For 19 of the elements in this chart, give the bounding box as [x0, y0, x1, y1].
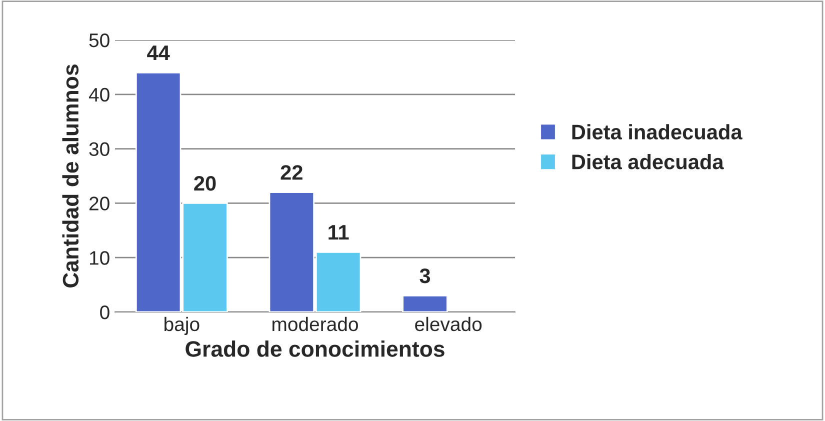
x-tick-label: bajo — [164, 316, 200, 335]
data-label: 3 — [420, 268, 430, 284]
x-tick-label: elevado — [415, 316, 482, 332]
y-tick-label: 30 — [89, 142, 110, 156]
data-label: 44 — [147, 46, 170, 60]
y-tick-label: 20 — [89, 196, 110, 210]
y-tick-label: 10 — [90, 251, 110, 265]
x-axis-title: Grado de conocimientos — [186, 340, 444, 357]
x-tick-label: moderado — [272, 316, 358, 332]
data-label: 11 — [328, 225, 349, 240]
data-label: 20 — [194, 176, 216, 191]
data-label: 22 — [280, 165, 302, 180]
legend-label: Dieta inadecuada — [572, 124, 742, 140]
y-tick-label: 50 — [89, 33, 110, 48]
legend-label: Dieta adecuada — [572, 154, 724, 170]
bar — [402, 294, 448, 312]
y-tick-label: 0 — [100, 305, 110, 320]
y-axis-title: Cantidad de alumnos — [62, 64, 79, 288]
y-tick-label: 40 — [88, 88, 110, 102]
